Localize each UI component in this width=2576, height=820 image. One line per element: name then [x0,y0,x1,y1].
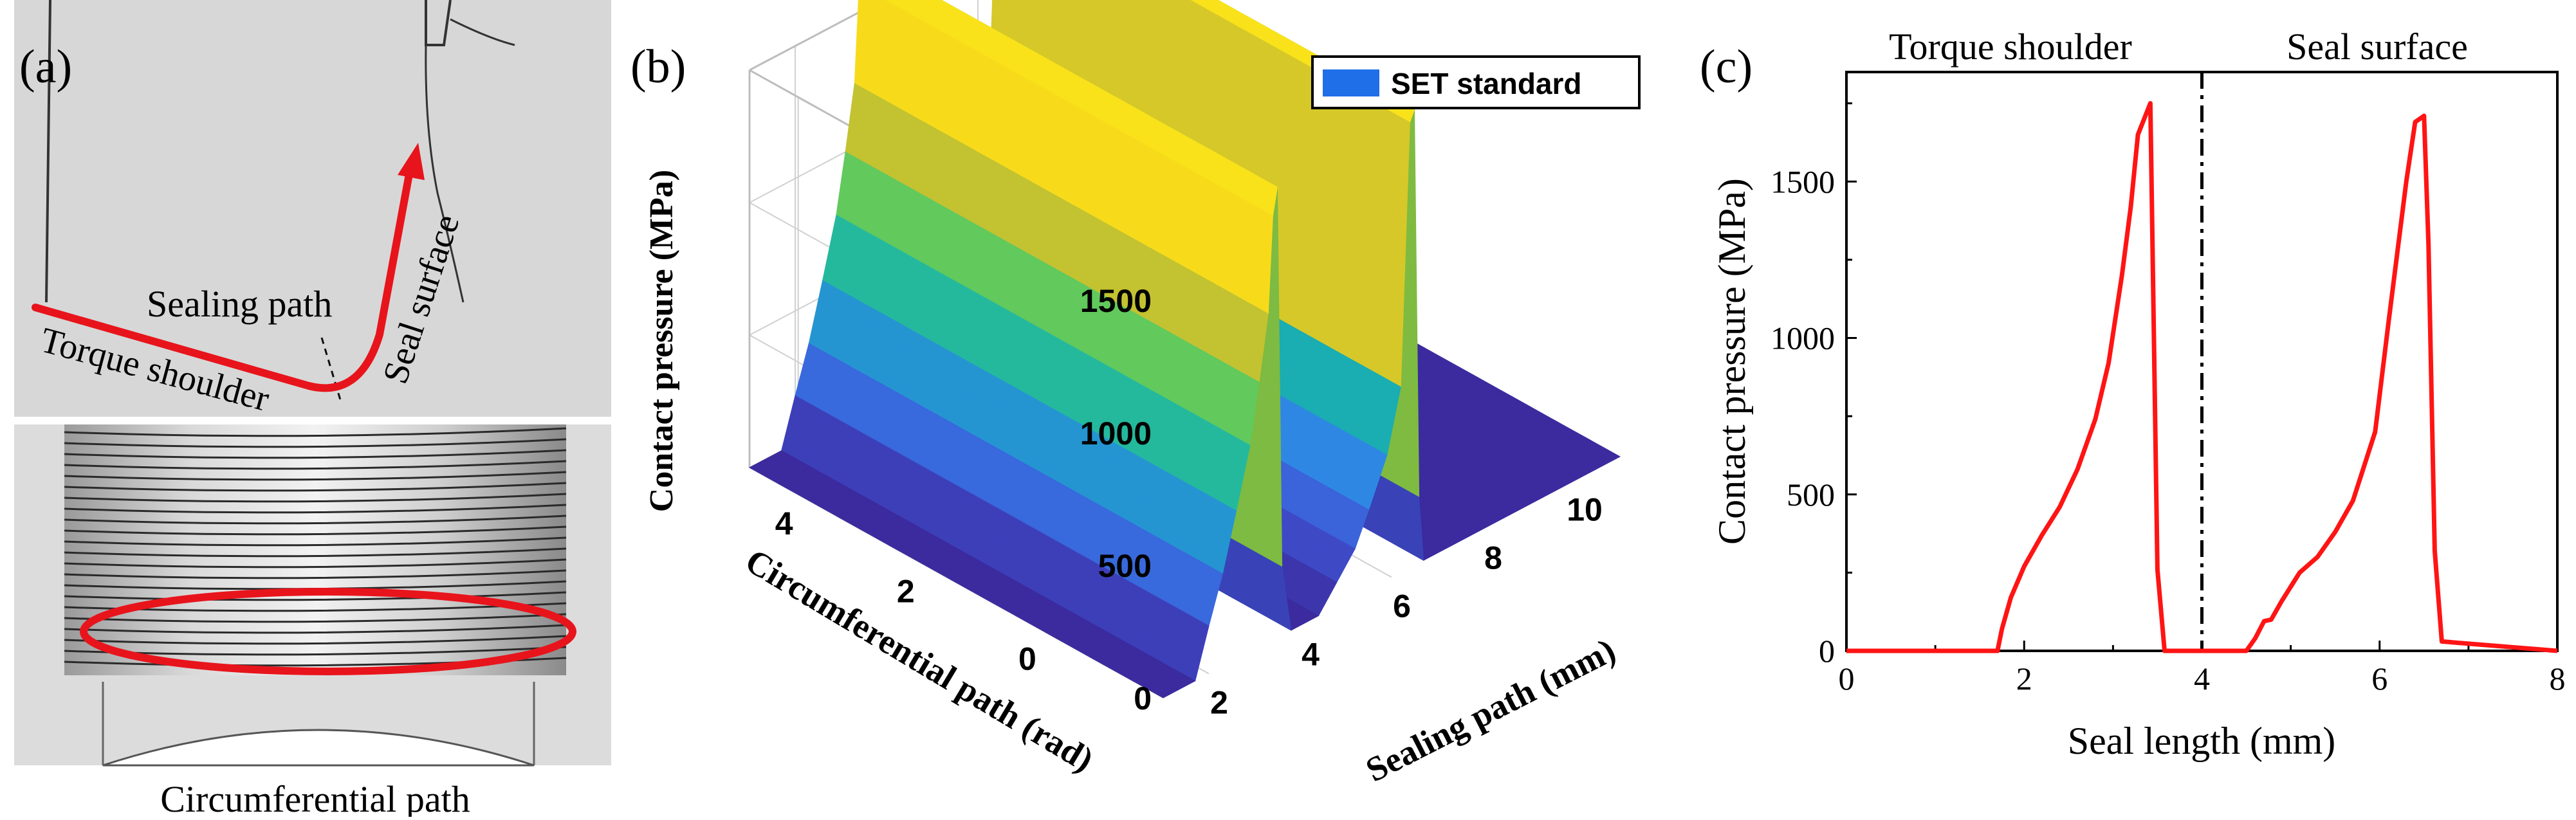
b-y-tick-label: 0 [1018,641,1036,677]
b-x-tick-label: 6 [1393,588,1411,624]
thread-line [64,569,567,579]
thread-line [64,482,567,492]
panel-c: (c) Torque shoulder Seal surface 0 2 4 6 8 0 5… [1700,26,2566,762]
sealing-path-label: Sealing path [147,283,332,325]
bore-edges [102,682,535,765]
b-surface-patch [854,0,889,101]
b-z-axis-title: Contact pressure (MPa) [643,170,680,512]
c-region-label-left: Torque shoulder [1889,26,2132,68]
b-z-tick-label: 1500 [1080,283,1152,319]
thread-line [64,427,567,437]
thread-line [64,438,567,448]
b-z-tick-label: 500 [1098,548,1152,584]
panel-b-label: (b) [630,41,686,93]
b-surface-patch [1208,182,1244,298]
c-y-tick-label: 1000 [1771,320,1835,356]
b-y-tick-label: 2 [897,573,915,609]
panel-c-label: (c) [1700,41,1753,93]
pin-nose-line [425,0,452,46]
c-region-label-right: Seal surface [2286,26,2468,68]
b-surface-patch [943,34,978,150]
c-x-tick-label: 4 [2194,661,2210,697]
thread-line [64,613,567,623]
panel-a-top-background [14,0,611,417]
thread-line [64,558,567,569]
panel-a-label: (a) [19,41,72,93]
arrow-head [398,143,425,180]
thread-line [64,493,567,503]
threaded-cylinder [64,424,566,675]
thread-line [64,525,567,536]
b-surface-patch [883,1,919,117]
thread-line [64,547,567,558]
circumferential-ring [80,588,576,675]
c-y-tick-label: 500 [1787,477,1835,513]
c-series [1846,101,2558,653]
b-surface-patch [913,18,948,134]
left-wall-line [45,0,51,303]
b-x-axis-title: Sealing path (mm) [1359,631,1621,790]
thread-line [64,591,567,601]
b-surface-patch [1090,116,1126,232]
thread-line [64,460,567,470]
b-x-tick-label: 2 [1210,685,1228,721]
thread-line [64,471,567,481]
upper-contour-line [450,18,515,46]
thread-line [64,624,567,634]
b-surface-patch [1120,133,1155,249]
b-x-tick-label: 8 [1484,540,1502,576]
c-x-axis-title: Seal length (mm) [2068,720,2336,762]
c-series-line [1846,101,2558,653]
b-legend-swatch [1323,69,1379,96]
bore-opening [102,729,535,767]
thread-line [64,536,567,547]
b-legend-label: SET standard [1391,67,1582,100]
b-surface-patch [1150,149,1185,266]
b-surface [748,0,1621,698]
b-y-tick-label: 4 [775,506,793,542]
b-legend-box [1311,55,1641,109]
b-surface-patch [1133,664,1196,698]
c-ticks: 0 2 4 6 8 0 500 1000 1500 [1771,102,2566,697]
thread-line [64,515,567,525]
circumferential-path-label: Circumferential path [160,778,470,817]
thread-line [64,635,567,645]
b-surface-patch [1031,84,1067,199]
b-surface-patch [1179,166,1215,282]
sealing-path-arrow [32,163,414,392]
b-surface-patch [1002,67,1037,183]
panel-b: (b) 0 500 1000 1500 0 2 4 2 4 6 8 10 Contact pressu… [630,0,1641,790]
c-x-tick-label: 0 [1839,661,1855,697]
b-z-tick-label: 0 [1134,680,1152,716]
thread-lines [64,427,567,667]
b-legend: SET standard [1311,55,1641,109]
b-x-tick-label: 10 [1567,492,1603,528]
b-box-edge [749,0,885,71]
b-x-tick-label: 4 [1302,637,1320,673]
b-surface-patch [972,51,1007,167]
b-tick-labels: 0 500 1000 1500 0 2 4 2 4 6 8 10 [775,283,1603,721]
c-x-tick-label: 8 [2550,661,2566,697]
c-y-tick-label: 0 [1819,633,1835,669]
b-surface-patch [1238,199,1273,314]
c-x-tick-label: 2 [2016,661,2032,697]
thread-line [64,504,567,514]
b-z-tick-label: 1000 [1080,415,1152,451]
panel-a: (a) Sealing path Torque shoulder Seal su… [14,0,611,820]
c-x-tick-label: 6 [2371,661,2387,697]
b-surface-patch [1061,100,1096,216]
c-y-axis-title: Contact pressure (MPa) [1711,178,1753,545]
seal-contour-line [425,44,465,303]
thread-line [64,449,567,459]
c-y-tick-label: 1500 [1771,163,1835,199]
